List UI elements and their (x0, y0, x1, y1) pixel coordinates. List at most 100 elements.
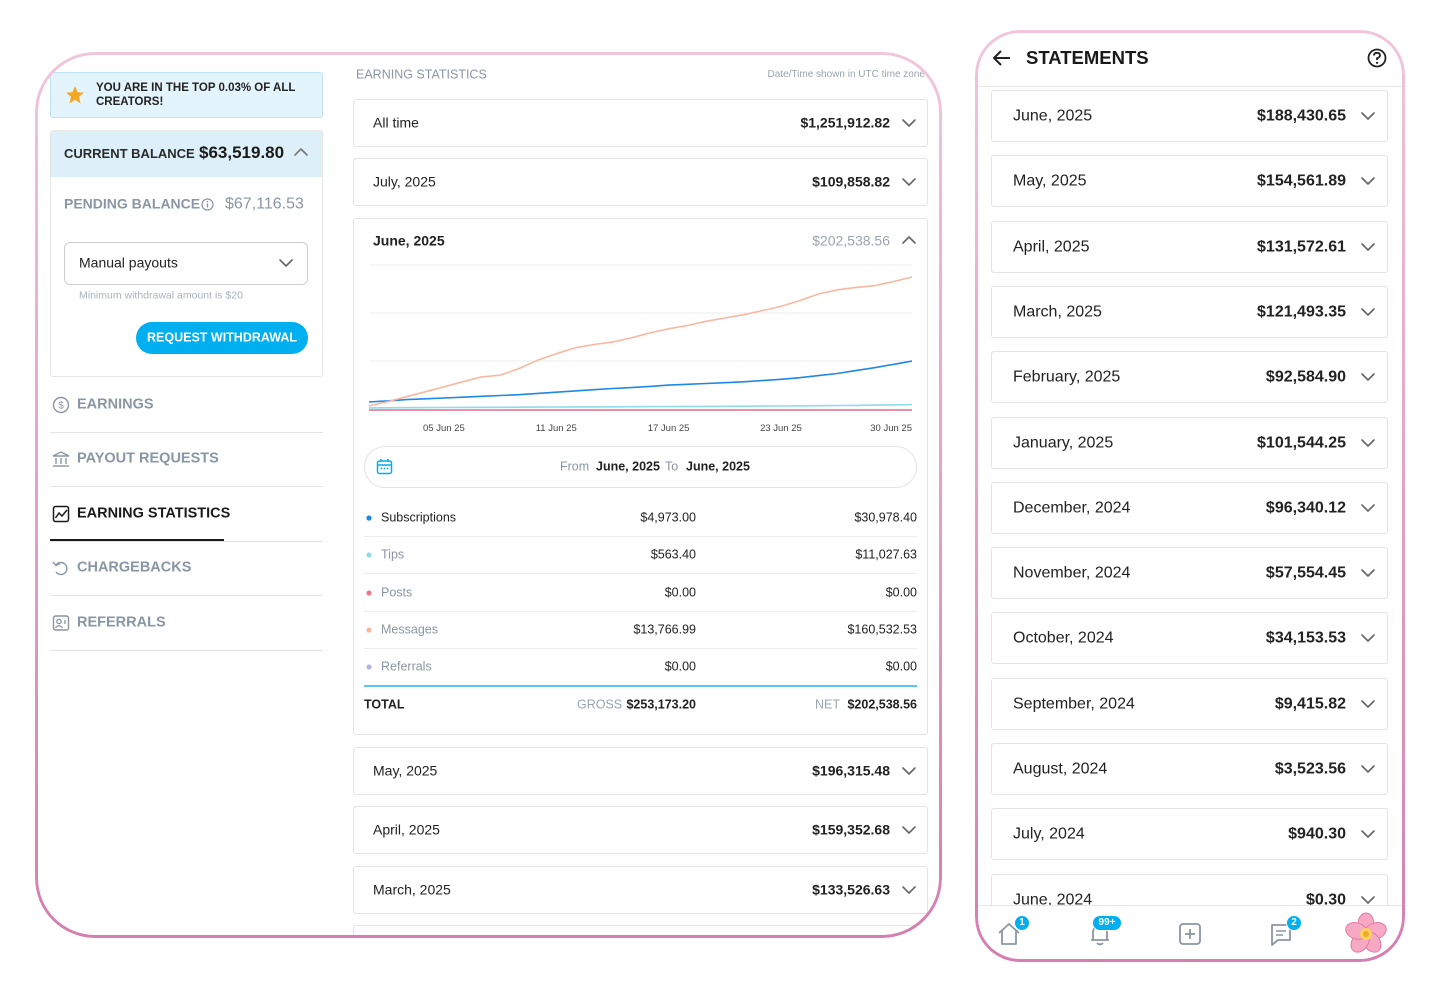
nav-item[interactable]: PAYOUT REQUESTS (77, 450, 219, 467)
source-name: Subscriptions (381, 510, 457, 525)
chevron-down (1361, 308, 1375, 316)
period-label: March, 2025 (373, 881, 451, 898)
statement-amount: $188,430.65 (1257, 107, 1346, 125)
chevron-down (1361, 503, 1375, 512)
net-total: $202,538.56 (847, 697, 917, 712)
nav-icon (52, 451, 70, 467)
legend-dot (366, 552, 372, 558)
total-label: TOTAL (364, 697, 405, 712)
statement-amount: $131,572.61 (1257, 238, 1346, 255)
nav-icon: $ (52, 396, 70, 414)
net-amount: $160,532.53 (847, 622, 917, 637)
statement-month: June, 2025 (1013, 107, 1093, 125)
nav-item[interactable]: EARNING STATISTICS (77, 505, 231, 522)
add-icon (1179, 923, 1201, 945)
badge-count: 1 (1019, 917, 1025, 928)
row-divider (364, 611, 917, 612)
statement-amount: $940.30 (1288, 825, 1346, 843)
legend-dot (366, 515, 372, 521)
period-amount: $196,315.48 (812, 762, 890, 779)
statement-month: October, 2024 (1013, 629, 1114, 647)
nav-divider (50, 541, 323, 542)
row-divider (364, 536, 917, 537)
chart: 05 Jun 25 11 Jun 25 17 Jun 25 23 Jun 25 30 J… (368, 264, 913, 434)
chevron-down (1361, 830, 1375, 839)
statement-month: August, 2024 (1013, 760, 1108, 778)
help-icon (1367, 48, 1387, 68)
current-balance-label: CURRENT BALANCE (64, 146, 195, 162)
nav-divider (50, 432, 323, 433)
nav-divider (50, 486, 323, 487)
chevron-up (902, 236, 916, 244)
nav-item[interactable]: REFERRALS (77, 614, 166, 631)
statement-month: July, 2024 (1013, 825, 1085, 843)
statements-title: STATEMENTS (1026, 46, 1149, 68)
gross-amount: $0.00 (664, 659, 696, 674)
statement-month: February, 2025 (1013, 368, 1121, 386)
from-label: From (560, 459, 590, 474)
star-icon (66, 86, 84, 104)
expanded-label: June, 2025 (373, 232, 445, 249)
legend-dot (366, 590, 372, 596)
statement-amount: $57,554.45 (1265, 564, 1346, 582)
current-balance: $63,519.80 (199, 142, 285, 162)
min-note: Minimum withdrawal amount is $20 (79, 289, 243, 302)
from-value: June, 2025 (596, 459, 660, 474)
gross-amount: $563.40 (650, 547, 696, 562)
x-tick-label: 11 Jun 25 (536, 423, 577, 434)
chevron-down (1361, 112, 1375, 120)
info-icon (201, 198, 214, 211)
back-arrow (993, 50, 1010, 66)
statement-month: March, 2025 (1013, 303, 1102, 321)
stats-title: EARNING STATISTICS (356, 67, 487, 82)
source-name: Posts (381, 585, 413, 600)
net-amount: $0.00 (885, 659, 917, 674)
chevron-down (902, 178, 916, 186)
header-divider (978, 86, 1402, 87)
to-label: To (665, 459, 679, 474)
chevron-down (902, 826, 916, 834)
statement-amount: $101,544.25 (1257, 433, 1346, 451)
gross-amount: $13,766.99 (633, 622, 696, 637)
nav-item[interactable]: EARNINGS (77, 396, 154, 413)
statement-month: December, 2024 (1013, 499, 1131, 517)
x-tick-label: 05 Jun 25 (423, 423, 465, 434)
period-label: All time (373, 114, 419, 131)
legend-dot (366, 664, 372, 670)
legend-dot (366, 627, 372, 633)
chevron-down (902, 886, 916, 894)
period-label: July, 2025 (373, 173, 436, 190)
period-amount: $109,858.82 (812, 173, 890, 190)
chevron-down (1361, 438, 1375, 447)
source-name: Referrals (381, 659, 432, 674)
banner-text: YOU ARE IN THE TOP 0.03% OF ALL CREATORS… (96, 82, 296, 108)
expanded-amount: $202,538.56 (812, 232, 890, 249)
x-tick-label: 30 Jun 25 (870, 423, 912, 434)
period-amount: $133,526.63 (812, 881, 890, 898)
row-divider (364, 648, 917, 649)
x-tick-label: 17 Jun 25 (648, 423, 690, 434)
chevron-down (1361, 177, 1375, 186)
statement-month: November, 2024 (1013, 564, 1131, 582)
period-row-next (353, 925, 928, 935)
net-amount: $0.00 (885, 585, 917, 600)
series-line (368, 403, 913, 409)
payout-mode: Manual payouts (79, 254, 178, 271)
badge-count: 2 (1291, 917, 1297, 928)
svg-text:$: $ (58, 401, 64, 412)
nav-item[interactable]: CHARGEBACKS (77, 559, 192, 576)
chevron-down (902, 767, 916, 775)
net-amount: $11,027.63 (855, 547, 917, 562)
series-line (368, 360, 913, 403)
statement-amount: $96,340.12 (1265, 499, 1346, 517)
statement-amount: $154,561.89 (1257, 172, 1346, 190)
calendar-icon (376, 459, 393, 475)
gross-label: GROSS (577, 697, 623, 712)
period-amount: $1,251,912.82 (800, 114, 890, 131)
pending-balance-label: PENDING BALANCE (64, 195, 201, 212)
statement-month: January, 2025 (1013, 433, 1114, 451)
chevron-down (279, 259, 293, 267)
chevron-down (902, 119, 916, 127)
row-divider (364, 573, 917, 574)
